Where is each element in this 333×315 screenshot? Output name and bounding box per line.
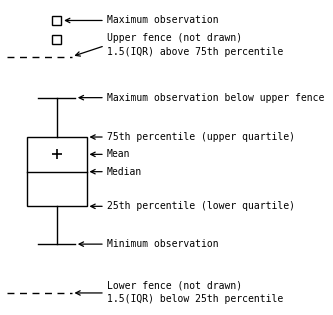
Bar (52, 16, 61, 25)
Text: Mean: Mean (107, 149, 130, 159)
Text: Median: Median (107, 167, 142, 177)
Text: Lower fence (not drawn): Lower fence (not drawn) (107, 280, 242, 290)
Text: Upper fence (not drawn): Upper fence (not drawn) (107, 33, 242, 43)
Text: 25th percentile (lower quartile): 25th percentile (lower quartile) (107, 201, 295, 211)
Text: Maximum observation: Maximum observation (107, 15, 218, 26)
Text: Maximum observation below upper fence: Maximum observation below upper fence (107, 93, 324, 103)
Text: 1.5(IQR) above 75th percentile: 1.5(IQR) above 75th percentile (107, 47, 283, 57)
Text: Minimum observation: Minimum observation (107, 239, 218, 249)
Bar (27, 137, 87, 206)
Bar (52, 35, 61, 44)
Text: 75th percentile (upper quartile): 75th percentile (upper quartile) (107, 132, 295, 142)
Text: 1.5(IQR) below 25th percentile: 1.5(IQR) below 25th percentile (107, 294, 283, 304)
